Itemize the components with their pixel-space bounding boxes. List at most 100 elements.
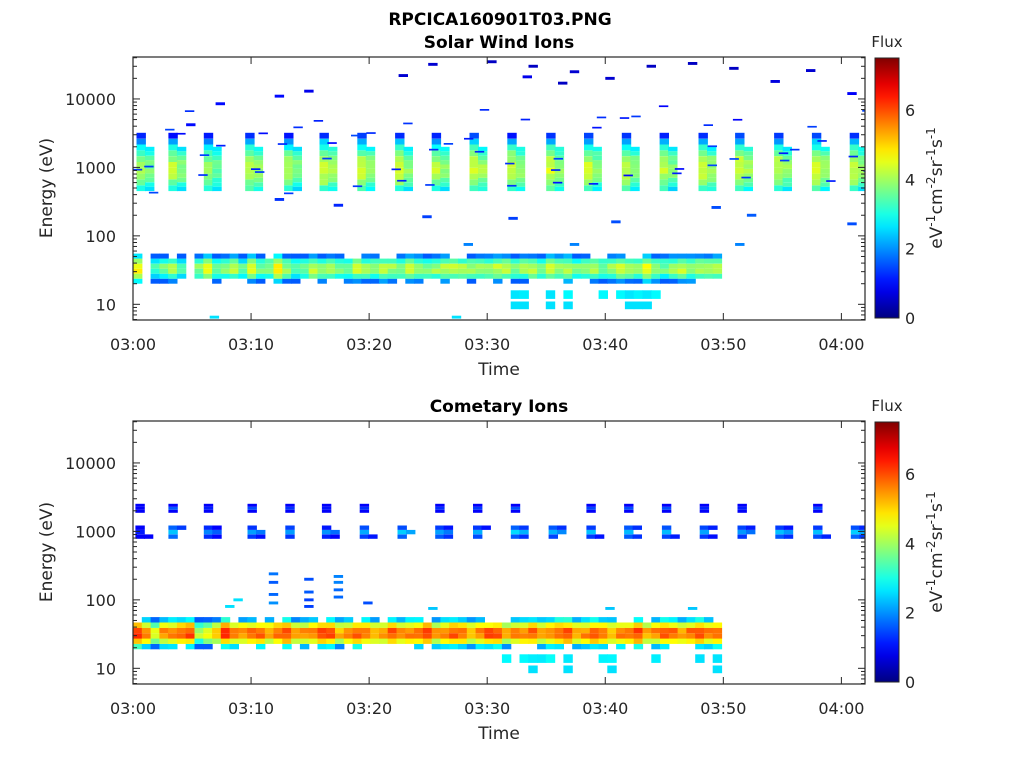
spectrogram-cell (616, 273, 626, 279)
spectrogram-cell (630, 182, 640, 187)
spectrogram-cell (176, 160, 187, 165)
spectrogram-cell (397, 525, 407, 530)
spectrogram-cell (379, 622, 389, 628)
spectrogram-cell (475, 617, 485, 623)
spectrogram-cell (548, 534, 558, 539)
spectrogram-cell (668, 253, 679, 259)
spectrogram-cell (466, 643, 477, 650)
spectrogram-cell (633, 258, 644, 264)
spectrogram-cell (592, 169, 602, 174)
spectrogram-cell (473, 503, 483, 507)
spectrogram-cell (545, 301, 556, 310)
spectrogram-cell (284, 150, 294, 157)
spectrogram-cell (510, 258, 521, 264)
spectrogram-cell (746, 525, 756, 530)
spectrogram-cell (624, 273, 635, 279)
spectrogram-cell (135, 525, 145, 530)
spectrogram-cell (463, 243, 473, 246)
spectrogram-cell (607, 253, 617, 259)
spectrogram-cell (633, 617, 644, 623)
spectrogram-cell (370, 263, 380, 269)
spectrogram-cell (660, 258, 670, 264)
x-axis-label: Time (477, 360, 520, 380)
spectrogram-cell (449, 633, 459, 639)
spectrogram-cell (212, 273, 222, 279)
spectrogram-cell (379, 258, 389, 264)
spectrogram-cell (630, 155, 640, 161)
spectrogram-cell (519, 654, 529, 663)
unit-base: cm (927, 552, 947, 578)
spectrogram-cell (858, 164, 865, 169)
panel-title: Solar Wind Ions (424, 33, 575, 53)
spectrogram-cell (292, 173, 302, 178)
spectrogram-cell (589, 278, 600, 284)
spectrogram-cell (545, 617, 556, 623)
spectrogram-cell (359, 503, 370, 507)
spectrogram-cell (743, 164, 753, 169)
spectrogram-cell (247, 273, 257, 279)
spectrogram-cell (677, 273, 687, 279)
spectrogram-cell (572, 273, 582, 279)
spectrogram-cell (743, 146, 753, 152)
spectrogram-cell (537, 638, 547, 644)
spectrogram-cell (203, 638, 213, 644)
spectrogram-cell (264, 273, 275, 279)
spectrogram-cell (326, 268, 336, 274)
spectrogram-cell (440, 182, 450, 187)
spectrogram-cell (698, 138, 708, 145)
spectrogram-cell (572, 617, 582, 623)
spectrogram-cell (194, 622, 204, 628)
spectrogram-cell (581, 273, 591, 279)
y-axis-label: Energy (eV) (37, 138, 57, 238)
spectrogram-cell (225, 605, 235, 608)
spectrogram-cell (469, 156, 479, 162)
unit-exponent: -1 (924, 579, 938, 591)
spectrogram-cell (581, 253, 591, 259)
spectrogram-cell (405, 622, 415, 628)
spectrogram-cell (184, 110, 195, 112)
spectrogram-cell (176, 633, 187, 639)
spectrogram-cell (563, 654, 573, 663)
spectrogram-cell (176, 273, 187, 279)
spectrogram-cell (145, 146, 155, 152)
spectrogram-cell (264, 627, 275, 634)
spectrogram-cell (703, 124, 713, 126)
spectrogram-cell (429, 148, 439, 151)
spectrogram-cell (370, 253, 380, 259)
spectrogram-cell (150, 278, 160, 284)
spectrogram-cell (677, 278, 687, 284)
spectrogram-cell (253, 151, 264, 156)
spectrogram-cell (352, 633, 362, 639)
spectrogram-cell (247, 534, 257, 539)
spectrogram-cell (584, 150, 594, 157)
spectrogram-cell (737, 529, 747, 535)
spectrogram-cell (458, 643, 468, 650)
spectrogram-cell (616, 622, 626, 628)
spectrogram-cell (659, 162, 669, 168)
spectrogram-cell (229, 273, 239, 279)
spectrogram-cell (185, 633, 196, 639)
spectrogram-cell (537, 268, 547, 274)
spectrogram-cell (403, 160, 413, 165)
spectrogram-cell (440, 177, 450, 183)
spectrogram-cell (712, 633, 723, 639)
spectrogram-cell (282, 643, 292, 650)
spectrogram-cell (133, 263, 143, 269)
spectrogram-cell (616, 268, 626, 274)
spectrogram-cell (216, 144, 226, 147)
spectrogram-cell (414, 273, 424, 279)
spectrogram-cell (862, 110, 865, 112)
spectrogram-cell (698, 150, 708, 157)
spectrogram-cell (368, 534, 378, 539)
spectrogram-cell (220, 643, 231, 650)
spectrogram-cell (343, 258, 354, 264)
spectrogram-cell (238, 622, 248, 628)
spectrogram-cell (229, 643, 239, 650)
spectrogram-cell (553, 157, 563, 160)
spectrogram-cell (247, 278, 257, 284)
spectrogram-cell (563, 622, 573, 628)
spectrogram-cell (194, 263, 204, 269)
spectrogram-cell (633, 638, 644, 644)
spectrogram-cell (159, 638, 169, 644)
